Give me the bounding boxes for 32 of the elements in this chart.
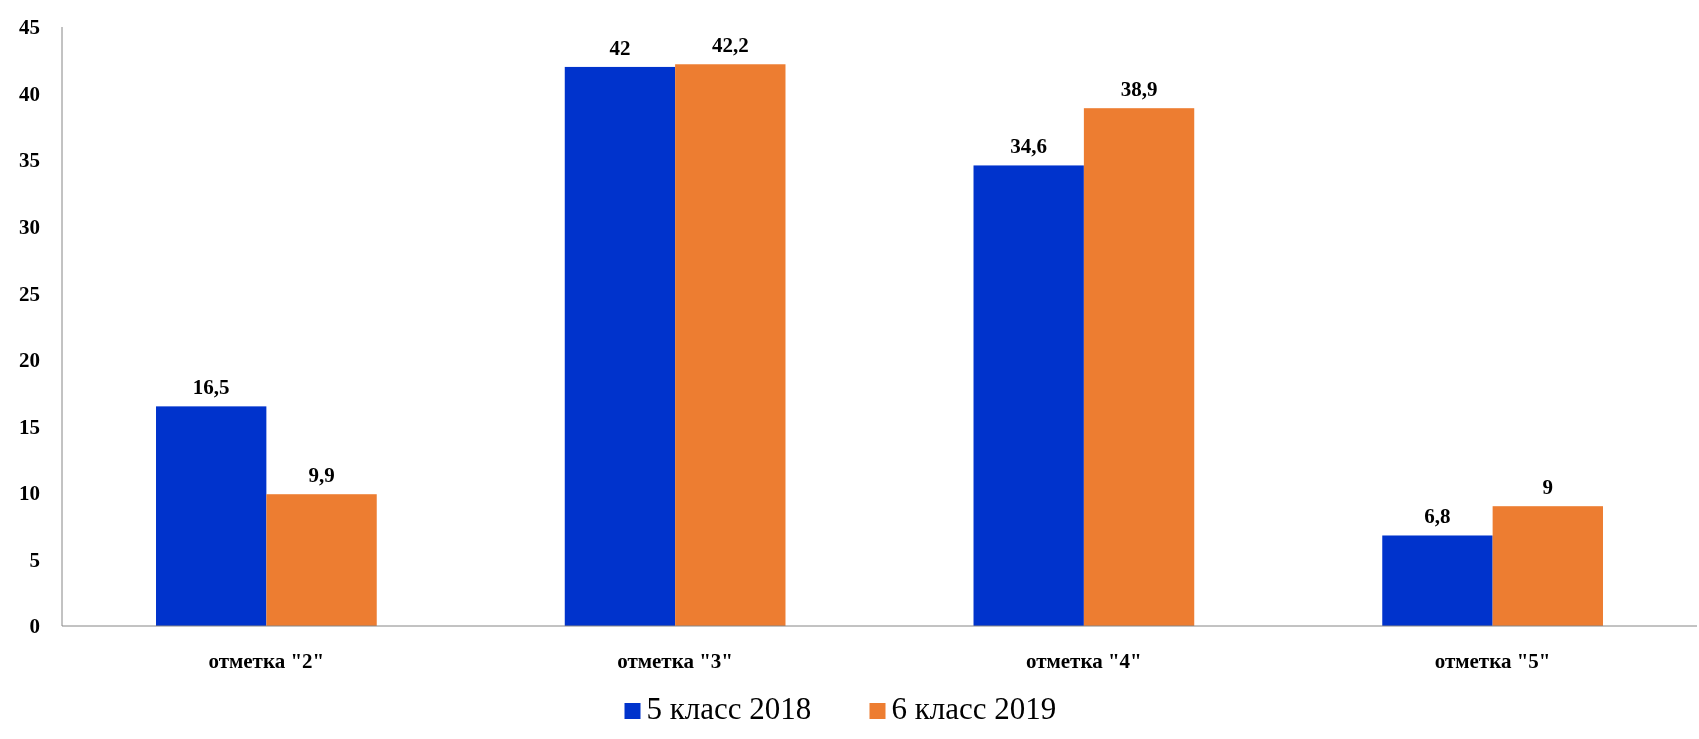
bar <box>675 64 786 626</box>
bar <box>156 406 267 626</box>
y-tick-label: 0 <box>29 614 40 639</box>
data-label: 9,9 <box>308 463 335 488</box>
x-tick-label: отметка "5" <box>1434 649 1551 673</box>
data-label: 34,6 <box>1010 134 1048 159</box>
data-label: 38,9 <box>1120 77 1158 102</box>
data-label: 9 <box>1542 475 1554 500</box>
x-tick-label: отметка "2" <box>208 649 325 673</box>
x-tick-label: отметка "4" <box>1025 649 1142 673</box>
y-tick-label: 35 <box>19 148 40 173</box>
data-label: 6,8 <box>1424 504 1451 529</box>
y-tick-label: 40 <box>19 81 40 106</box>
y-tick-label: 15 <box>19 414 40 439</box>
data-label: 42,2 <box>711 33 749 58</box>
y-tick-label: 20 <box>19 348 40 373</box>
bar <box>973 165 1084 626</box>
bar <box>564 66 676 626</box>
bar <box>1492 506 1603 626</box>
bar <box>1382 535 1493 626</box>
bar <box>266 494 377 626</box>
legend-label: 5 класс 2018 <box>646 691 812 726</box>
y-tick-label: 10 <box>19 481 40 506</box>
y-tick-label: 25 <box>19 281 40 306</box>
y-tick-label: 45 <box>19 15 40 40</box>
y-tick-label: 30 <box>19 215 40 240</box>
legend-label: 6 класс 2019 <box>891 691 1057 726</box>
bar <box>1083 108 1195 626</box>
x-tick-label: отметка "3" <box>617 649 734 673</box>
y-tick-label: 5 <box>29 547 40 572</box>
data-label: 42 <box>609 35 631 60</box>
data-label: 16,5 <box>192 375 230 400</box>
